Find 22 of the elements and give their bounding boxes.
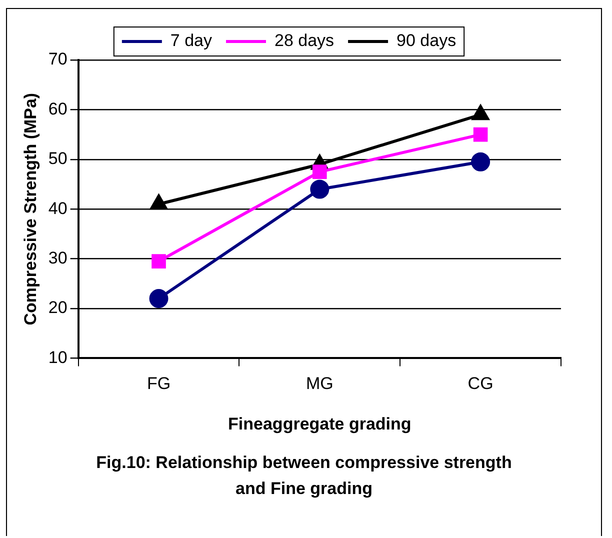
y-tick-label: 50 (48, 149, 68, 168)
x-tick-label: CG (468, 374, 494, 394)
x-tick-label: MG (306, 374, 334, 394)
point (149, 289, 168, 308)
y-tick-label: 10 (48, 348, 68, 367)
legend-label: 28 days (274, 31, 334, 50)
point (312, 164, 327, 179)
x-tick-label: FG (146, 374, 171, 394)
point (473, 127, 488, 142)
y-tick-label: 70 (48, 50, 68, 69)
y-tick-label: 40 (48, 198, 68, 218)
point (310, 180, 330, 199)
legend-label: 90 days (396, 31, 456, 50)
y-tick-label: 30 (48, 248, 68, 268)
x-axis-title: Fineaggregate grading (228, 414, 412, 434)
y-axis-title: Compressive Strength (MPa) (20, 92, 40, 326)
caption: Fig.10: Relationship between compressive strength and Fine grading (96, 452, 512, 500)
point (152, 254, 166, 268)
y-tick-label: 60 (48, 99, 68, 118)
point (471, 152, 490, 172)
legend-label: 7 day (170, 31, 212, 50)
y-tick-label: 20 (48, 298, 68, 318)
